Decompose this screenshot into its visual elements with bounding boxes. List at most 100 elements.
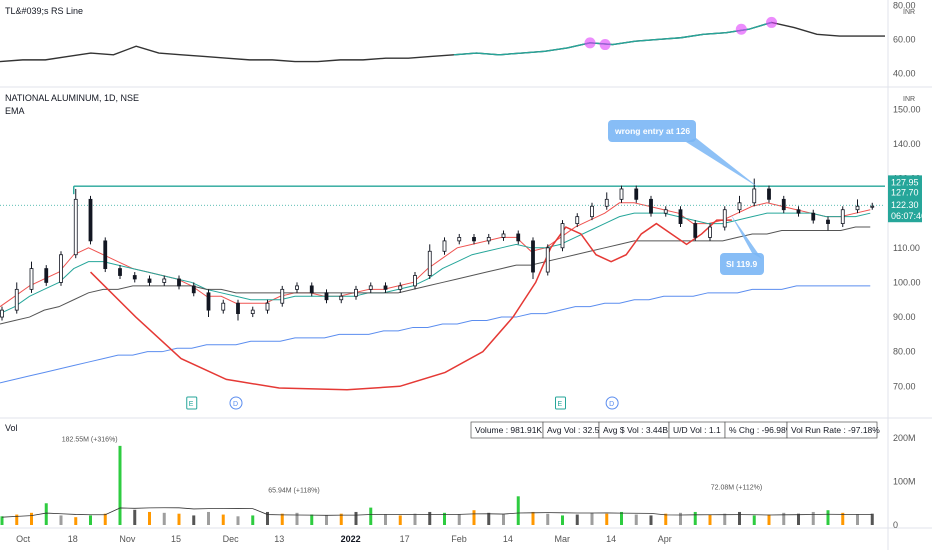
volume-bar — [811, 511, 815, 525]
stats-cell — [786, 421, 878, 439]
volume-bar — [797, 513, 800, 525]
callout-pointer — [730, 213, 762, 259]
volume-bar — [708, 514, 712, 525]
candle-body — [191, 285, 196, 294]
candle-body — [147, 278, 152, 283]
candle-body — [162, 278, 167, 283]
volume-bar — [15, 514, 19, 525]
time-tick-label: Nov — [119, 534, 136, 544]
volume-bar — [575, 514, 579, 525]
candle-body — [413, 275, 417, 287]
candle-body — [752, 188, 757, 204]
volume-peak-label: 72.08M (+112%) — [711, 485, 762, 492]
candle-body — [737, 202, 742, 211]
volume-bar — [457, 514, 461, 525]
candle-body — [29, 268, 34, 290]
candle-body — [501, 233, 506, 238]
rs-highlight — [453, 21, 772, 56]
candle-body — [634, 188, 639, 200]
price-panel: NATIONAL ALUMINUM, 1D, NSE EMA INR 70.00 80.… — [0, 93, 926, 410]
volume-bar — [384, 514, 387, 525]
candle-body — [221, 302, 226, 311]
time-tick-label: 14 — [606, 534, 616, 544]
price-tick-label: 80.00 — [893, 347, 916, 357]
candle-body — [118, 268, 122, 276]
candle-body — [398, 285, 403, 290]
price-currency: INR — [903, 96, 915, 103]
candle-body — [103, 240, 108, 269]
volume-bar — [443, 512, 446, 525]
volume-bar — [295, 512, 299, 525]
volume-average-line — [1, 507, 873, 518]
event-label: D — [233, 401, 238, 408]
callout-text: Sl 119.9 — [726, 259, 757, 269]
candle-body — [354, 288, 358, 297]
time-tick-label: Apr — [658, 534, 672, 544]
volume-bar — [310, 514, 314, 525]
rs-tick-label: 80.00 — [893, 0, 916, 10]
earnings-icon — [186, 396, 198, 410]
event-label: E — [189, 401, 194, 408]
candle-body — [339, 295, 344, 301]
volume-bar — [0, 516, 4, 525]
candle-body — [531, 240, 535, 273]
volume-tick-label: 200M — [893, 433, 916, 443]
volume-bar — [752, 515, 756, 525]
rs-tick-label: 40.00 — [893, 68, 916, 78]
price-tick-label: 140.00 — [893, 139, 921, 149]
volume-bar — [590, 512, 594, 525]
volume-peak-label: 65.94M (+118%) — [268, 487, 319, 494]
volume-bar — [266, 511, 269, 525]
volume-bar — [413, 513, 417, 525]
candle-body — [88, 198, 93, 242]
volume-bar — [487, 512, 491, 525]
indicator-label: EMA — [5, 106, 25, 116]
time-tick-label: Feb — [451, 534, 467, 544]
price-tick-label: 110.00 — [893, 243, 920, 253]
candle-body — [870, 205, 875, 208]
time-axis: Oct 18 Nov 15 Dec 13 2022 17 Feb 14 Mar 14 Apr — [16, 534, 672, 544]
rs-marker — [766, 16, 778, 28]
callout-text: wrong entry at 126 — [614, 126, 690, 136]
last-price-bg — [888, 198, 922, 223]
price-tick-label: 70.00 — [893, 381, 916, 391]
time-tick-label: Dec — [223, 534, 240, 544]
rs-marker — [735, 23, 747, 35]
volume-bar — [207, 511, 210, 525]
volume-bar — [634, 514, 638, 525]
time-tick-label: Oct — [16, 534, 31, 544]
dividend-icon — [229, 396, 243, 410]
volume-bar — [841, 512, 845, 525]
stats-text: Vol Run Rate : -97.18% — [791, 425, 880, 435]
candle-body — [177, 278, 181, 287]
volume-bar — [89, 515, 92, 525]
candle-body — [619, 188, 624, 200]
candle-body — [324, 292, 329, 301]
volume-bar — [354, 511, 358, 525]
resistance-tag-1: 127.95 — [891, 177, 919, 187]
callout-pointer — [686, 138, 760, 189]
volume-bar — [369, 507, 373, 525]
volume-tick-label: 100M — [893, 477, 916, 487]
volume-bar — [679, 512, 682, 525]
candle-body — [0, 309, 4, 318]
candle-body — [767, 188, 771, 200]
candle-body — [693, 223, 698, 238]
candle-body — [14, 288, 19, 311]
candle-body — [604, 198, 609, 207]
candle-body — [132, 275, 137, 280]
candle-body — [560, 223, 565, 249]
candle-body — [826, 219, 830, 224]
candle-body — [575, 216, 580, 224]
rs-marker — [599, 39, 611, 51]
candle-body — [44, 268, 49, 283]
volume-bar — [502, 514, 505, 525]
volume-bar — [738, 511, 741, 525]
earnings-icon — [555, 396, 566, 410]
volume-bar — [251, 515, 255, 525]
volume-bar — [546, 513, 550, 525]
volume-bar — [339, 513, 343, 525]
volume-bar — [103, 513, 107, 525]
